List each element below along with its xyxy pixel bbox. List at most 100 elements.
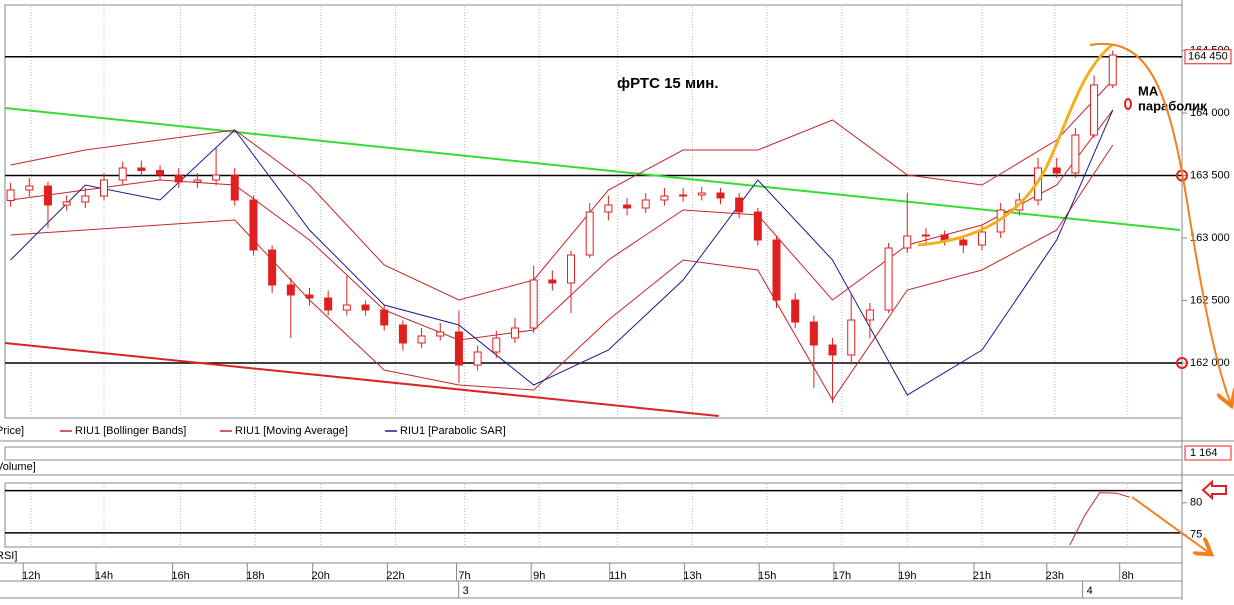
candle-body (884, 247, 893, 311)
candle-body (6, 189, 15, 201)
candle-body (903, 235, 912, 249)
candle-body (380, 309, 389, 326)
candle-body (25, 185, 34, 191)
candle-body (567, 254, 576, 284)
forecast-arrow (1131, 496, 1208, 552)
day-label: 3 (463, 585, 469, 597)
level-marker (1176, 357, 1188, 369)
candle-body (529, 279, 538, 329)
indicator-line (10, 79, 1114, 301)
candle-body (436, 331, 445, 337)
panel-label: RSI] (0, 550, 17, 562)
candle-body (174, 174, 183, 183)
day-label: 4 (1087, 585, 1093, 597)
candle-body (454, 331, 463, 366)
candle-body (828, 344, 837, 356)
x-tick-label: 21h (973, 570, 991, 582)
candle-body (417, 335, 426, 344)
x-tick-label: 19h (898, 570, 916, 582)
candle-body (156, 170, 165, 176)
panel-label: Volume] (0, 461, 36, 473)
candle-body (940, 234, 949, 241)
candle-body (735, 197, 744, 213)
candle-body (137, 167, 146, 171)
forecast-arrow (1089, 42, 1230, 402)
x-tick-label: 20h (312, 570, 330, 582)
candle-body (1108, 54, 1117, 86)
candle-body (268, 249, 277, 286)
x-tick-label: 13h (683, 570, 701, 582)
volume-last-label: 1 164 (1190, 447, 1218, 459)
candle-body (1052, 167, 1061, 174)
candle-body (324, 297, 333, 311)
x-tick-label: 14h (95, 570, 113, 582)
candle-body (492, 337, 501, 353)
annotation: параболик (1138, 98, 1207, 113)
x-tick-label: 8h (1122, 570, 1134, 582)
candle-body (604, 204, 613, 213)
candle-body (660, 195, 669, 201)
candle-body (510, 327, 519, 339)
legend-label: RIU1 [Moving Average] (235, 425, 348, 437)
y-tick-label: 163 500 (1190, 169, 1230, 181)
y-tick-label: 80 (1190, 497, 1202, 509)
candle-body (473, 351, 482, 366)
candle-body (548, 279, 557, 284)
rsi-line (1069, 492, 1130, 546)
annotation: МА (1138, 83, 1159, 98)
candle-body (865, 309, 874, 321)
y-tick-label: 162 500 (1190, 294, 1230, 306)
candle-body (62, 201, 71, 206)
volume-panel (4, 446, 1183, 461)
candle-body (249, 199, 258, 251)
candle-body (977, 231, 986, 246)
candle-body (305, 294, 314, 299)
x-tick-label: 7h (458, 570, 470, 582)
candle-body (847, 319, 856, 356)
candle-body (118, 167, 127, 181)
x-tick-label: 17h (833, 570, 851, 582)
candle-body (641, 199, 650, 209)
y-tick-label: 75 (1190, 529, 1202, 541)
indicator-line (10, 144, 1114, 401)
trend-line (4, 107, 1181, 231)
y-tick-label: 162 000 (1190, 357, 1230, 369)
candle-body (1071, 134, 1080, 174)
highlight-curve (917, 43, 1113, 247)
candle-body (100, 179, 109, 197)
marks: 12h 14h 16h 18h 20h 22h 7h 9h 11h 13h 15h 17h 19h 21h… (4, 6, 1232, 598)
marker-circle (1124, 98, 1132, 110)
candle-body (921, 234, 930, 237)
candle-body (753, 211, 762, 241)
candle-body (697, 192, 706, 196)
x-tick-label: 11h (609, 570, 627, 582)
candle-body (679, 194, 688, 197)
candle-body (230, 174, 239, 201)
candle-body (81, 195, 90, 203)
candle-body (398, 324, 407, 344)
candle-body (716, 192, 725, 199)
candle-body (623, 204, 632, 209)
trend-line (4, 342, 719, 417)
candle-body (959, 239, 968, 246)
legend-label: RIU1 [Bollinger Bands] (75, 425, 186, 437)
volume-last-box (1184, 445, 1232, 461)
candle-body (1090, 84, 1099, 136)
candle-body (791, 299, 800, 323)
y-tick-label: 164 000 (1190, 107, 1230, 119)
rsi-panel (4, 482, 1183, 548)
x-tick-label: 23h (1046, 570, 1064, 582)
candle-body (342, 304, 351, 311)
x-tick-label: 12h (22, 570, 40, 582)
last-price-box (1184, 49, 1232, 65)
x-tick-label: 16h (171, 570, 189, 582)
x-tick-label: 22h (386, 570, 404, 582)
candle-body (43, 185, 52, 206)
pointer-arrow (1201, 479, 1227, 501)
indicator-line (10, 109, 1114, 341)
candle-body (772, 239, 781, 301)
last-price-label: 164 450 (1188, 51, 1228, 63)
candle-body (212, 174, 221, 181)
